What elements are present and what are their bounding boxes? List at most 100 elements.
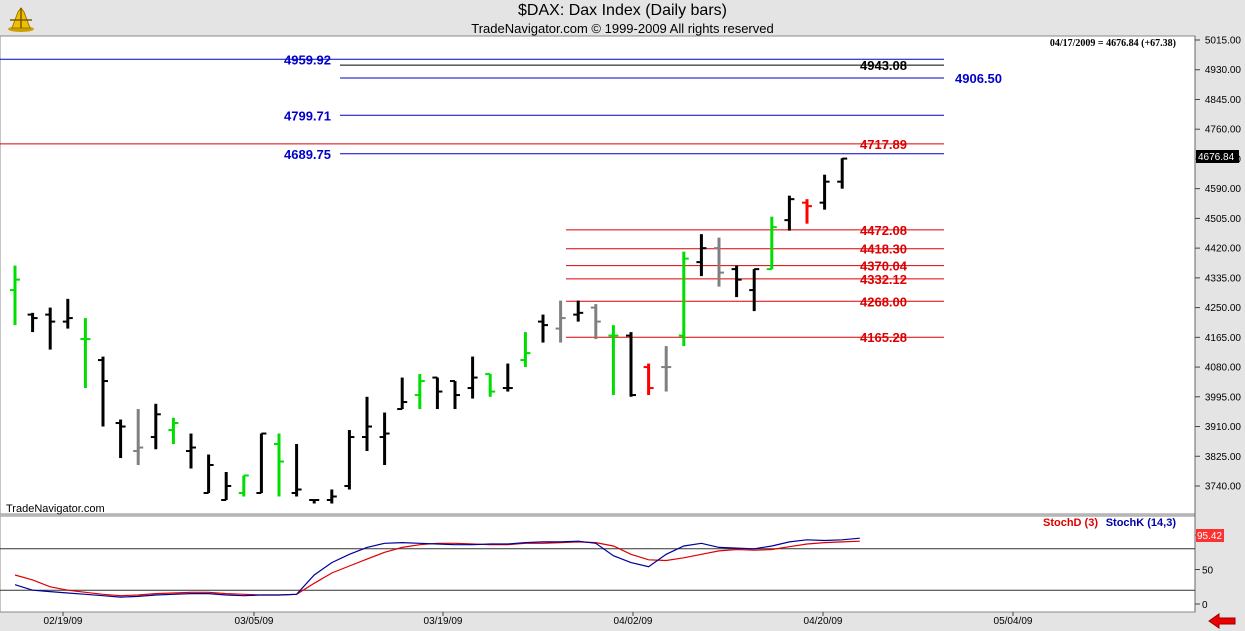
ohlc-bar bbox=[221, 472, 232, 501]
y-tick-label: 4845.00 bbox=[1205, 95, 1242, 106]
level-label: 4717.89 bbox=[860, 137, 907, 152]
current-price-label: 4676.84 bbox=[1198, 152, 1235, 163]
level-label: 4418.30 bbox=[860, 242, 907, 257]
ohlc-bar bbox=[256, 432, 267, 494]
trade-navigator-logo-icon bbox=[8, 7, 34, 32]
ohlc-bar bbox=[27, 312, 38, 333]
stochastic-panel: 50 0 bbox=[0, 534, 1214, 611]
ohlc-bar bbox=[749, 268, 760, 312]
ohlc-bar bbox=[150, 403, 161, 450]
indicator-value: 95.42 bbox=[1197, 531, 1222, 542]
ohlc-bar bbox=[414, 374, 425, 410]
y-tick-label: 4420.00 bbox=[1205, 244, 1242, 255]
ohlc-bar bbox=[714, 237, 724, 287]
ohlc-bar bbox=[626, 332, 636, 397]
price-axis: 5015.004930.004845.004760.004675.004590.… bbox=[1195, 36, 1241, 493]
y-tick-label: 4590.00 bbox=[1205, 184, 1242, 195]
price-panel[interactable] bbox=[0, 35, 1196, 515]
stoch-d-legend: StochD (3) bbox=[1043, 517, 1098, 529]
ohlc-bar bbox=[731, 265, 742, 298]
ohlc-bar bbox=[520, 332, 531, 368]
level-label: 4370.04 bbox=[860, 259, 908, 274]
ohlc-bar bbox=[802, 199, 812, 224]
y-tick-label: 3740.00 bbox=[1205, 482, 1242, 493]
ohlc-bar bbox=[80, 318, 91, 389]
ohlc-bar bbox=[274, 433, 284, 497]
indicator-value-tag bbox=[1196, 529, 1224, 542]
ohlc-bar bbox=[766, 216, 777, 271]
y-tick-label: 4080.00 bbox=[1205, 363, 1242, 374]
level-label: 4906.50 bbox=[955, 71, 1002, 86]
ohlc-bar bbox=[203, 454, 214, 494]
current-price-tag bbox=[1196, 150, 1239, 163]
ohlc-bar bbox=[661, 346, 672, 392]
level-label: 4943.08 bbox=[860, 58, 907, 73]
y-tick-label: 4250.00 bbox=[1205, 303, 1242, 314]
ohlc-bar bbox=[362, 396, 372, 452]
chart-title: $DAX: Dax Index (Daily bars) bbox=[518, 2, 727, 19]
ohlc-bar bbox=[238, 474, 249, 497]
y-tick-label: 3910.00 bbox=[1205, 422, 1242, 433]
x-tick-label: 03/05/09 bbox=[235, 616, 274, 627]
chart-header: $DAX: Dax Index (Daily bars) TradeNaviga… bbox=[0, 0, 1245, 36]
y-tick-label: 4930.00 bbox=[1205, 65, 1242, 76]
indicator-panel[interactable] bbox=[0, 515, 1196, 613]
ohlc-bar bbox=[837, 157, 848, 189]
ohlc-bar bbox=[450, 380, 460, 410]
ohlc-bar bbox=[538, 314, 548, 343]
ohlc-bar bbox=[643, 363, 654, 396]
ohlc-bar bbox=[573, 300, 584, 322]
x-tick-label: 02/19/09 bbox=[44, 616, 83, 627]
x-tick-label: 04/02/09 bbox=[614, 616, 653, 627]
stoch-k-legend: StochK (14,3) bbox=[1106, 517, 1177, 529]
chart-subtitle: TradeNavigator.com © 1999-2009 All right… bbox=[471, 21, 774, 36]
level-label: 4472.08 bbox=[860, 223, 907, 238]
level-label: 4332.12 bbox=[860, 272, 907, 287]
ohlc-bar bbox=[678, 251, 689, 347]
ohlc-bar bbox=[590, 304, 601, 340]
date-axis: 02/19/09 03/05/09 03/19/09 04/02/09 04/20/09… bbox=[44, 612, 1033, 627]
ohlc-bar bbox=[467, 356, 478, 399]
y-tick-label: 4760.00 bbox=[1205, 125, 1242, 136]
y-tick-label: 5015.00 bbox=[1205, 36, 1242, 47]
level-label: 4268.00 bbox=[860, 294, 907, 309]
ohlc-bar bbox=[309, 498, 320, 504]
ohlc-bar bbox=[819, 174, 830, 210]
scroll-left-arrow-icon[interactable] bbox=[1207, 613, 1237, 629]
y-tick-label: 4335.00 bbox=[1205, 273, 1242, 284]
support-resistance-levels: 4959.92 4943.08 4906.50 4799.71 4717.89 4689.… bbox=[0, 52, 1002, 345]
stoch-k-line bbox=[14, 537, 860, 598]
ohlc-bar bbox=[186, 433, 196, 469]
ohlc-bar bbox=[62, 298, 73, 329]
y-tick-label: 3825.00 bbox=[1205, 452, 1242, 463]
level-label: 4689.75 bbox=[284, 147, 331, 162]
ohlc-bar bbox=[291, 444, 302, 497]
ohlc-bar bbox=[326, 489, 337, 504]
level-label: 4799.71 bbox=[284, 108, 331, 123]
ohlc-bar bbox=[502, 363, 513, 392]
ohlc-bar bbox=[397, 377, 408, 411]
ohlc-bar bbox=[10, 265, 20, 326]
ohlc-bar bbox=[133, 409, 144, 466]
x-tick-label: 05/04/09 bbox=[994, 616, 1033, 627]
level-label: 4165.28 bbox=[860, 330, 907, 345]
y-tick-label: 4505.00 bbox=[1205, 214, 1242, 225]
ohlc-bar bbox=[45, 307, 56, 350]
ind-tick-label: 50 bbox=[1202, 566, 1214, 577]
ohlc-bar bbox=[485, 373, 496, 397]
level-label: 4959.92 bbox=[284, 52, 331, 67]
x-tick-label: 04/20/09 bbox=[804, 616, 843, 627]
ohlc-bar bbox=[555, 300, 566, 343]
right-axis-area bbox=[1195, 36, 1245, 612]
ohlc-bar bbox=[98, 356, 108, 427]
y-tick-label: 3995.00 bbox=[1205, 392, 1242, 403]
stoch-d-line bbox=[14, 540, 860, 597]
x-tick-label: 03/19/09 bbox=[424, 616, 463, 627]
ind-tick-label: 0 bbox=[1202, 600, 1208, 611]
ohlc-bar bbox=[115, 419, 126, 459]
ohlc-bar bbox=[784, 195, 795, 231]
ohlc-bar bbox=[379, 412, 390, 466]
y-tick-label: 4165.00 bbox=[1205, 333, 1242, 344]
price-bars bbox=[10, 157, 848, 504]
